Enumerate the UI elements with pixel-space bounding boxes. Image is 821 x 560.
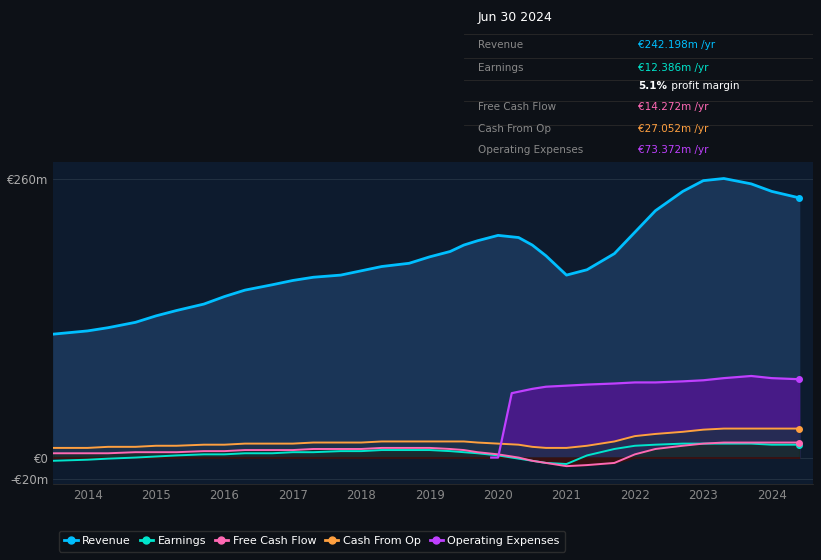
Text: €12.386m /yr: €12.386m /yr [639, 63, 709, 73]
Text: €73.372m /yr: €73.372m /yr [639, 145, 709, 155]
Legend: Revenue, Earnings, Free Cash Flow, Cash From Op, Operating Expenses: Revenue, Earnings, Free Cash Flow, Cash … [58, 530, 566, 552]
Text: Earnings: Earnings [478, 63, 523, 73]
Text: 5.1%: 5.1% [639, 81, 667, 91]
Text: Operating Expenses: Operating Expenses [478, 145, 583, 155]
Text: Revenue: Revenue [478, 40, 523, 50]
Text: €242.198m /yr: €242.198m /yr [639, 40, 715, 50]
Text: €27.052m /yr: €27.052m /yr [639, 124, 709, 134]
Text: Jun 30 2024: Jun 30 2024 [478, 11, 553, 24]
Text: €14.272m /yr: €14.272m /yr [639, 102, 709, 112]
Text: Cash From Op: Cash From Op [478, 124, 551, 134]
Text: Free Cash Flow: Free Cash Flow [478, 102, 556, 112]
Text: profit margin: profit margin [668, 81, 740, 91]
